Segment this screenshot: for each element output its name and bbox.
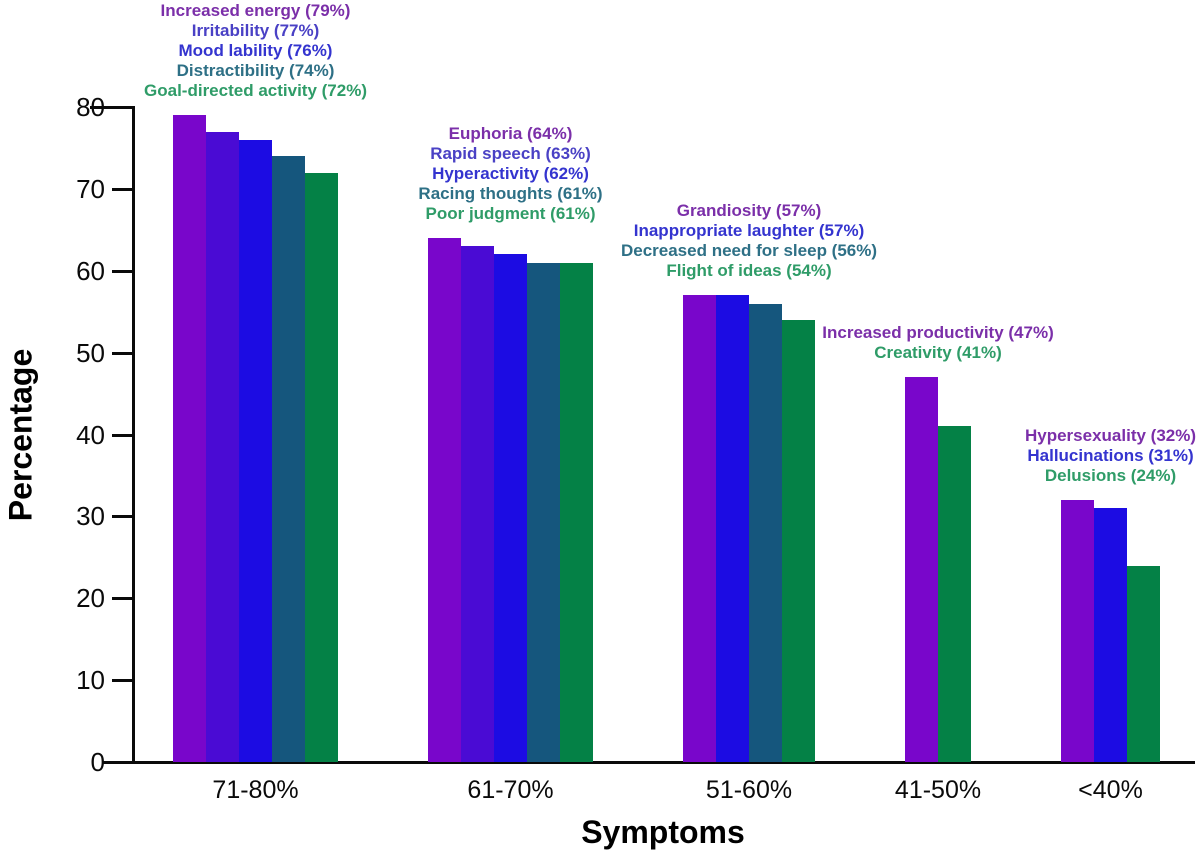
annotation-block-51-60: Grandiosity (57%) Inappropriate laughter … [621, 201, 877, 281]
y-axis-tick [112, 270, 135, 273]
bar-increased-energy [173, 115, 206, 762]
annotation-grandiosity: Grandiosity (57%) [676, 201, 822, 221]
annotation-hypersexuality: Hypersexuality (32%) [1024, 426, 1197, 445]
annotation-creativity: Creativity (41%) [874, 343, 1002, 363]
y-tick-label: 60 [76, 256, 105, 286]
bar-delusions [1127, 565, 1160, 762]
y-tick-label: 10 [76, 665, 105, 695]
y-axis-tick [112, 352, 135, 355]
bar-flight-of-ideas [782, 319, 815, 762]
annotation-hyperactivity: Hyperactivity (62%) [432, 164, 589, 183]
y-axis-tick [112, 434, 135, 437]
bar-creativity [938, 426, 971, 762]
annotation-block-71-80: Increased energy (79%) Irritability (77%)… [144, 1, 367, 101]
y-tick-label: 30 [76, 501, 105, 531]
bar-rapid-speech [461, 246, 494, 762]
annotation-block-41-50: Increased productivity (47%) Creativity (… [822, 323, 1053, 363]
annotation-delusions: Delusions (24%) [1044, 466, 1177, 485]
annotation-block-61-70: Euphoria (64%) Rapid speech (63%) Hyperact… [418, 124, 602, 224]
y-tick-label: 40 [76, 420, 105, 450]
y-tick-label: 70 [76, 174, 105, 204]
x-tick-label-61-70: 61-70% [467, 776, 554, 804]
annotation-distractibility: Distractibility (74%) [176, 61, 335, 81]
annotation-euphoria: Euphoria (64%) [448, 124, 573, 143]
bar-racing-thoughts [527, 262, 560, 762]
annotation-flight-of-ideas: Flight of ideas (54%) [666, 261, 832, 281]
bar-goal-directed-activity [305, 172, 338, 762]
x-tick-label-40: <40% [1078, 776, 1143, 804]
bar-irritability [206, 131, 239, 762]
bar-euphoria [428, 238, 461, 762]
y-tick-label: 0 [90, 747, 105, 777]
annotation-goal-directed-activity: Goal-directed activity (72%) [144, 81, 367, 101]
bar-hypersexuality [1061, 500, 1094, 762]
bar-hallucinations [1094, 508, 1127, 762]
annotation-mood-lability: Mood lability (76%) [178, 41, 333, 61]
bar-hyperactivity [494, 254, 527, 762]
bar-poor-judgment [560, 262, 593, 762]
y-axis-tick [112, 188, 135, 191]
y-axis-title: Percentage [2, 348, 39, 522]
bar-inappropriate-laughter [716, 295, 749, 762]
x-axis-title: Symptoms [581, 814, 745, 850]
x-tick-label-41-50: 41-50% [894, 776, 982, 804]
annotation-poor-judgment: Poor judgment (61%) [425, 204, 596, 223]
bar-mood-lability [239, 139, 272, 763]
annotation-increased-productivity: Increased productivity (47%) [822, 323, 1054, 343]
x-axis-line [103, 761, 1195, 764]
annotation-decreased-need-for-sleep: Decreased need for sleep (56%) [620, 241, 878, 261]
annotation-irritability: Irritability (77%) [191, 21, 320, 41]
y-axis-tick [112, 597, 135, 600]
y-axis-tick [112, 515, 135, 518]
y-tick-label: 20 [76, 583, 105, 613]
annotation-increased-energy: Increased energy (79%) [160, 1, 351, 21]
bar-grandiosity [683, 295, 716, 762]
y-tick-label: 80 [76, 92, 105, 122]
annotation-inappropriate-laughter: Inappropriate laughter (57%) [633, 221, 865, 241]
annotation-racing-thoughts: Racing thoughts (61%) [418, 184, 603, 203]
y-axis-tick [90, 106, 135, 109]
x-tick-label-51-60: 51-60% [705, 776, 793, 804]
annotation-hallucinations: Hallucinations (31%) [1027, 446, 1194, 465]
annotation-block-40: Hypersexuality (32%) Hallucinations (31%)… [1025, 426, 1196, 486]
bar-increased-productivity [905, 377, 938, 762]
y-axis-tick [112, 679, 135, 682]
bar-distractibility [272, 156, 305, 762]
bar-decreased-need-for-sleep [749, 303, 782, 762]
y-tick-label: 50 [76, 338, 105, 368]
annotation-rapid-speech: Rapid speech (63%) [430, 144, 591, 163]
x-tick-label-71-80: 71-80% [212, 776, 299, 804]
